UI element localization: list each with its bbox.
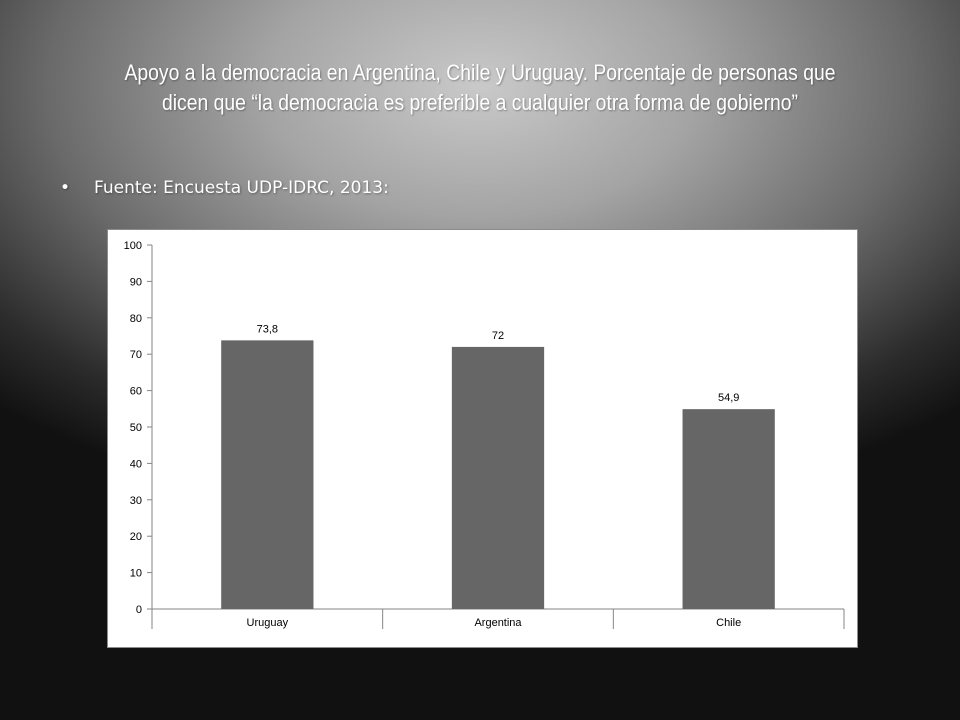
y-tick-label: 90 — [130, 276, 142, 288]
y-tick-label: 80 — [130, 313, 142, 325]
x-tick-label: Argentina — [474, 617, 522, 629]
bullet-icon: • — [60, 178, 71, 198]
y-tick-label: 0 — [136, 604, 142, 616]
source-bullet: • Fuente: Encuesta UDP-IDRC, 2013: — [60, 178, 389, 198]
bar-uruguay — [221, 340, 314, 609]
data-label: 73,8 — [257, 323, 278, 335]
y-tick-label: 50 — [130, 422, 142, 434]
y-tick-label: 100 — [124, 240, 142, 252]
y-tick-label: 60 — [130, 386, 142, 398]
data-label: 54,9 — [718, 392, 739, 404]
bar-chart: 0 10 20 30 40 50 60 70 80 90 100 73,8 Uruguay 72 Argen… — [107, 229, 858, 648]
y-tick-label: 10 — [130, 568, 142, 580]
source-text: Fuente: Encuesta UDP-IDRC, 2013: — [94, 178, 389, 198]
chart-canvas: 0 10 20 30 40 50 60 70 80 90 100 73,8 Uruguay 72 Argen… — [124, 240, 845, 629]
data-label: 72 — [492, 330, 504, 342]
bar-chile — [682, 409, 775, 609]
y-tick-label: 70 — [130, 349, 142, 361]
slide-title: Apoyo a la democracia en Argentina, Chil… — [124, 60, 836, 115]
x-tick-label: Chile — [716, 617, 741, 629]
y-tick-label: 40 — [130, 458, 142, 470]
y-tick-label: 20 — [130, 531, 142, 543]
bar-argentina — [451, 346, 545, 609]
x-tick-label: Uruguay — [247, 617, 289, 629]
y-tick-label: 30 — [130, 495, 142, 507]
